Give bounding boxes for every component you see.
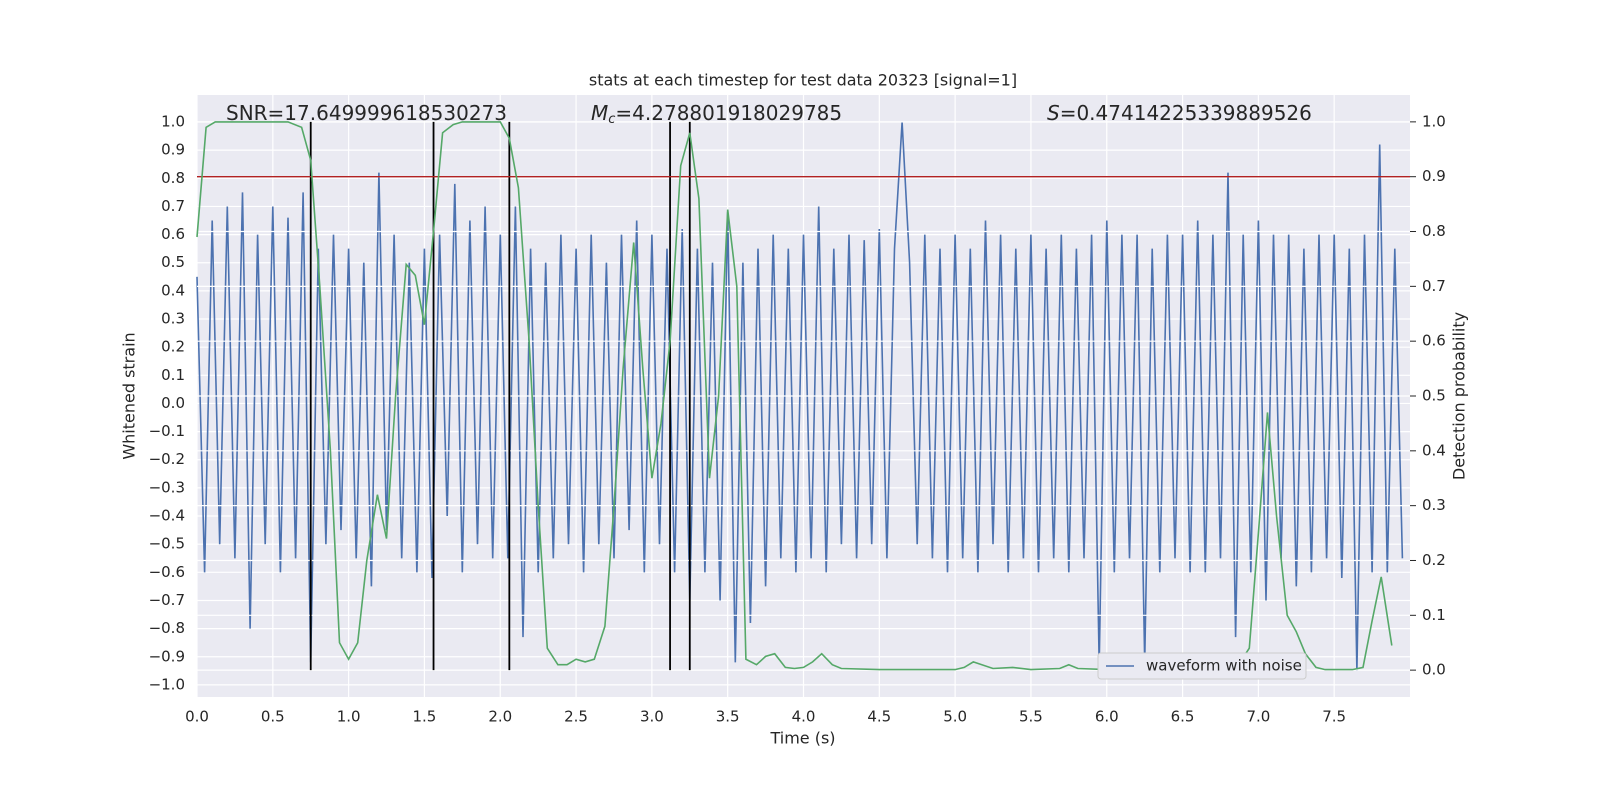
y2-tick-label: 0.7 bbox=[1422, 277, 1446, 295]
y-tick-label: −0.2 bbox=[149, 450, 185, 468]
y-tick-label: 0.8 bbox=[161, 169, 185, 187]
y-tick-label: 0.9 bbox=[161, 141, 185, 159]
y-tick-label: −1.0 bbox=[149, 675, 185, 693]
y-tick-label: 0.0 bbox=[161, 394, 185, 412]
x-tick-label: 3.0 bbox=[640, 708, 664, 726]
y-tick-label: −0.1 bbox=[149, 422, 185, 440]
y2-tick-label: 0.9 bbox=[1422, 167, 1446, 185]
x-tick-label: 7.0 bbox=[1246, 708, 1270, 726]
y-tick-label: 0.6 bbox=[161, 225, 185, 243]
y-tick-label: −0.9 bbox=[149, 647, 185, 665]
y2-axis-label: Detection probability bbox=[1450, 312, 1469, 480]
x-tick-label: 6.5 bbox=[1171, 708, 1195, 726]
x-tick-label: 5.5 bbox=[1019, 708, 1043, 726]
x-tick-label: 2.0 bbox=[488, 708, 512, 726]
y-tick-label: 0.2 bbox=[161, 338, 185, 356]
x-tick-label: 3.5 bbox=[716, 708, 740, 726]
y-tick-label: 1.0 bbox=[161, 113, 185, 131]
x-tick-label: 1.5 bbox=[413, 708, 437, 726]
x-axis-label: Time (s) bbox=[769, 729, 835, 748]
x-tick-label: 0.5 bbox=[261, 708, 285, 726]
x-tick-label: 1.0 bbox=[337, 708, 361, 726]
y-tick-label: 0.7 bbox=[161, 197, 185, 215]
y-tick-label: 0.4 bbox=[161, 281, 185, 299]
y2-tick-label: 0.4 bbox=[1422, 441, 1446, 459]
y2-tick-label: 0.3 bbox=[1422, 496, 1446, 514]
annotation-text: =0.47414225339889526 bbox=[1060, 101, 1312, 125]
chart-title: stats at each timestep for test data 203… bbox=[589, 71, 1017, 90]
y2-tick-label: 0.5 bbox=[1422, 387, 1446, 405]
annotation-subscript: c bbox=[608, 112, 615, 127]
legend-label: waveform with noise bbox=[1146, 657, 1302, 675]
annotation-text: SNR=17.649999618530273 bbox=[226, 101, 507, 125]
y2-tick-label: 0.8 bbox=[1422, 222, 1446, 240]
annotation-text: =4.278801918029785 bbox=[615, 101, 842, 125]
legend-box bbox=[1097, 652, 1307, 680]
annotation-symbol: S bbox=[1047, 101, 1060, 125]
annotation: SNR=17.649999618530273 bbox=[226, 101, 507, 125]
y2-tick-label: 0.6 bbox=[1422, 332, 1446, 350]
y-axis-label: Whitened strain bbox=[120, 332, 139, 459]
x-tick-label: 6.0 bbox=[1095, 708, 1119, 726]
y-tick-label: −0.6 bbox=[149, 563, 185, 581]
annotation-symbol: M bbox=[591, 101, 608, 125]
x-tick-label: 5.0 bbox=[943, 708, 967, 726]
y-tick-label: 0.1 bbox=[161, 366, 185, 384]
y-tick-label: −0.3 bbox=[149, 478, 185, 496]
y2-tick-label: 1.0 bbox=[1422, 112, 1446, 130]
x-tick-label: 0.0 bbox=[185, 708, 209, 726]
y2-tick-label: 0.1 bbox=[1422, 606, 1446, 624]
annotation: S=0.47414225339889526 bbox=[1047, 101, 1312, 125]
y-tick-label: −0.4 bbox=[149, 507, 185, 525]
y2-tick-label: 0.0 bbox=[1422, 661, 1446, 679]
y-tick-label: 0.5 bbox=[161, 253, 185, 271]
y-tick-label: −0.5 bbox=[149, 535, 185, 553]
y2-tick-label: 0.2 bbox=[1422, 551, 1446, 569]
y-tick-label: −0.8 bbox=[149, 619, 185, 637]
x-tick-label: 4.0 bbox=[792, 708, 816, 726]
y-tick-label: 0.3 bbox=[161, 310, 185, 328]
x-tick-label: 7.5 bbox=[1322, 708, 1346, 726]
y-tick-label: −0.7 bbox=[149, 591, 185, 609]
x-tick-label: 2.5 bbox=[564, 708, 588, 726]
x-tick-label: 4.5 bbox=[867, 708, 891, 726]
annotation: Mc=4.278801918029785 bbox=[591, 101, 842, 127]
